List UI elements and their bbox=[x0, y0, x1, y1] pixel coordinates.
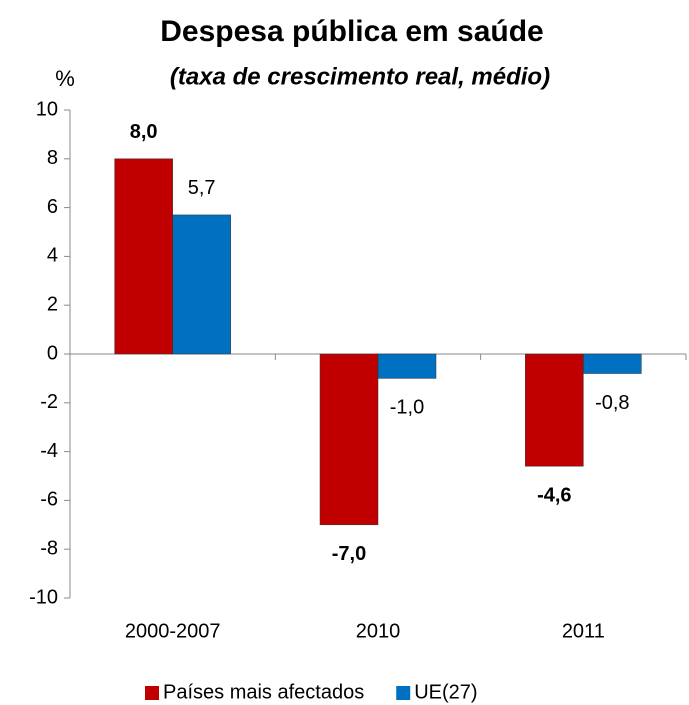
bar bbox=[377, 353, 437, 379]
legend-swatch bbox=[396, 686, 411, 700]
y-tick-label: 6 bbox=[47, 196, 58, 218]
bar bbox=[114, 158, 173, 355]
chart-title: Despesa pública em saúde bbox=[160, 15, 544, 48]
y-tick-label: -2 bbox=[40, 391, 58, 413]
y-tick-label: 4 bbox=[47, 245, 58, 267]
data-label: -7,0 bbox=[332, 543, 366, 565]
y-tick-label: -4 bbox=[40, 440, 58, 462]
y-tick-label: -6 bbox=[40, 489, 58, 511]
chart-subtitle: (taxa de crescimento real, médio) bbox=[170, 63, 550, 90]
y-tick-label: 8 bbox=[47, 147, 58, 169]
x-tick-label: 2011 bbox=[562, 620, 605, 642]
y-tick-label: 10 bbox=[36, 98, 58, 120]
bar bbox=[319, 353, 379, 526]
legend-label: UE(27) bbox=[414, 681, 477, 703]
data-label: -1,0 bbox=[390, 397, 424, 419]
y-tick-label: -8 bbox=[40, 537, 58, 559]
x-tick-label: 2010 bbox=[356, 620, 401, 642]
bar bbox=[525, 353, 584, 467]
data-label: -4,6 bbox=[537, 485, 571, 507]
bar bbox=[172, 214, 231, 355]
x-tick-label: 2000-2007 bbox=[125, 620, 221, 642]
y-tick-label: 0 bbox=[47, 342, 58, 364]
legend-swatch bbox=[145, 686, 159, 700]
data-label: 8,0 bbox=[130, 121, 158, 143]
bar bbox=[583, 353, 642, 374]
data-label: -0,8 bbox=[595, 392, 629, 414]
data-label: 5,7 bbox=[188, 177, 216, 199]
y-tick-label: -10 bbox=[29, 586, 58, 608]
legend-label: Países mais afectados bbox=[163, 681, 364, 703]
y-tick-label: 2 bbox=[47, 293, 58, 315]
y-axis-label: % bbox=[55, 66, 75, 91]
